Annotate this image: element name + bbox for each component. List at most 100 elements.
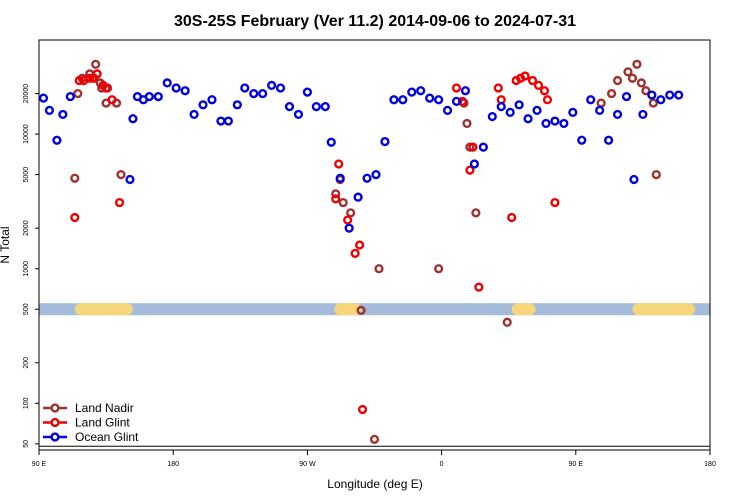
point-1-8 — [107, 95, 117, 105]
point-2-12 — [171, 83, 181, 93]
point-2-56 — [559, 118, 569, 129]
point-0-5 — [91, 59, 101, 69]
point-0-11 — [116, 170, 126, 180]
point-2-5 — [125, 174, 135, 185]
point-2-45 — [460, 86, 471, 96]
point-0-27 — [623, 67, 633, 77]
series-land-nadir — [70, 59, 661, 444]
point-0-33 — [651, 170, 661, 180]
point-1-15 — [451, 83, 462, 93]
point-1-29 — [542, 95, 553, 105]
point-2-50 — [505, 107, 515, 117]
point-2-64 — [629, 174, 639, 185]
point-0-0 — [70, 173, 80, 183]
point-2-1 — [44, 105, 55, 115]
point-2-3 — [58, 109, 68, 120]
point-2-52 — [523, 114, 533, 124]
point-2-49 — [496, 102, 506, 112]
land-segment-3 — [632, 303, 696, 316]
y-tick-label-7: 10000 — [23, 124, 30, 144]
x-axis-label: Longitude (deg E) — [327, 477, 422, 491]
point-0-26 — [612, 75, 623, 86]
point-2-53 — [532, 105, 542, 115]
point-2-65 — [638, 109, 648, 120]
point-0-32 — [648, 98, 658, 108]
point-1-20 — [493, 83, 503, 93]
legend-marker-1 — [50, 417, 60, 428]
x-axis: 90 E 180 90 W 0 90 E 180 — [32, 450, 716, 468]
point-2-63 — [621, 91, 632, 102]
point-2-14 — [189, 109, 199, 120]
legend-entry-1: Land Glint — [43, 416, 130, 430]
legend-label-2: Ocean Glint — [75, 430, 139, 444]
x-tick-label-5: 180 — [704, 461, 716, 468]
point-2-39 — [407, 87, 417, 97]
point-0-22 — [471, 208, 481, 218]
point-1-7 — [101, 83, 111, 93]
point-2-68 — [665, 90, 675, 100]
point-0-31 — [641, 86, 651, 96]
point-2-54 — [541, 118, 551, 129]
point-2-57 — [568, 107, 578, 117]
point-1-30 — [550, 197, 560, 208]
legend-label-0: Land Nadir — [75, 401, 134, 415]
point-1-25 — [520, 71, 530, 81]
point-1-19 — [474, 282, 484, 292]
point-2-32 — [344, 223, 354, 233]
point-0-34 — [369, 434, 380, 444]
point-0-1 — [73, 88, 83, 99]
x-tick-label-3: 0 — [440, 461, 444, 468]
point-2-4 — [65, 91, 75, 102]
point-0-18 — [434, 264, 444, 274]
point-2-6 — [128, 114, 138, 124]
y-tick-label-4: 1000 — [23, 261, 30, 277]
point-0-20 — [462, 118, 472, 129]
series-ocean-glint — [38, 78, 684, 233]
point-2-30 — [326, 137, 336, 147]
point-2-24 — [275, 83, 286, 93]
y-axis-label: N Total — [0, 226, 12, 263]
point-0-24 — [596, 98, 606, 108]
point-2-31 — [335, 173, 345, 183]
point-0-14 — [338, 197, 348, 208]
point-0-29 — [632, 59, 642, 69]
point-1-5 — [92, 69, 102, 79]
legend-entry-0: Land Nadir — [43, 401, 134, 415]
land-ocean-band — [39, 303, 710, 316]
point-2-51 — [514, 100, 524, 110]
x-tick-label-0: 90 E — [32, 461, 47, 468]
y-tick-label-8: 20000 — [23, 84, 30, 104]
y-tick-label-1: 100 — [23, 397, 30, 409]
point-2-9 — [144, 91, 154, 102]
point-0-30 — [636, 78, 647, 88]
point-2-58 — [577, 135, 587, 145]
point-2-60 — [595, 105, 605, 115]
point-0-25 — [606, 88, 617, 99]
point-2-27 — [302, 87, 313, 97]
point-2-38 — [398, 95, 408, 105]
point-2-29 — [320, 102, 330, 112]
plot-frame — [38, 39, 711, 451]
point-1-10 — [331, 194, 341, 204]
point-2-34 — [362, 173, 372, 183]
point-1-31 — [357, 404, 368, 415]
point-1-17 — [465, 165, 475, 175]
point-1-11 — [334, 159, 344, 169]
point-2-55 — [550, 116, 560, 126]
point-2-11 — [162, 78, 172, 88]
point-2-19 — [232, 100, 242, 110]
point-2-23 — [267, 80, 277, 90]
point-1-28 — [539, 86, 550, 96]
point-2-10 — [153, 91, 163, 102]
point-2-26 — [293, 109, 304, 120]
y-axis: 50 100 200 500 1000 2000 5000 10000 20000 — [23, 84, 39, 448]
y-tick-label-6: 5000 — [23, 167, 30, 183]
point-1-18 — [468, 142, 478, 152]
point-2-15 — [198, 100, 208, 110]
point-2-41 — [425, 93, 435, 103]
legend-entry-2: Ocean Glint — [43, 430, 139, 444]
x-tick-label-1: 180 — [167, 461, 179, 468]
point-0-12 — [331, 189, 341, 199]
point-2-20 — [240, 83, 250, 93]
